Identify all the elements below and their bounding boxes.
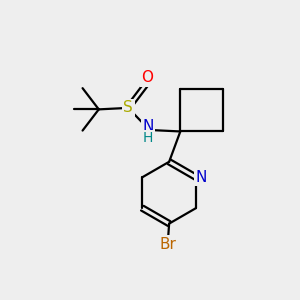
Text: N: N (142, 119, 154, 134)
Text: S: S (123, 100, 133, 116)
Text: H: H (143, 131, 153, 145)
Text: O: O (141, 70, 153, 86)
Text: N: N (196, 170, 207, 185)
Text: Br: Br (160, 237, 177, 252)
